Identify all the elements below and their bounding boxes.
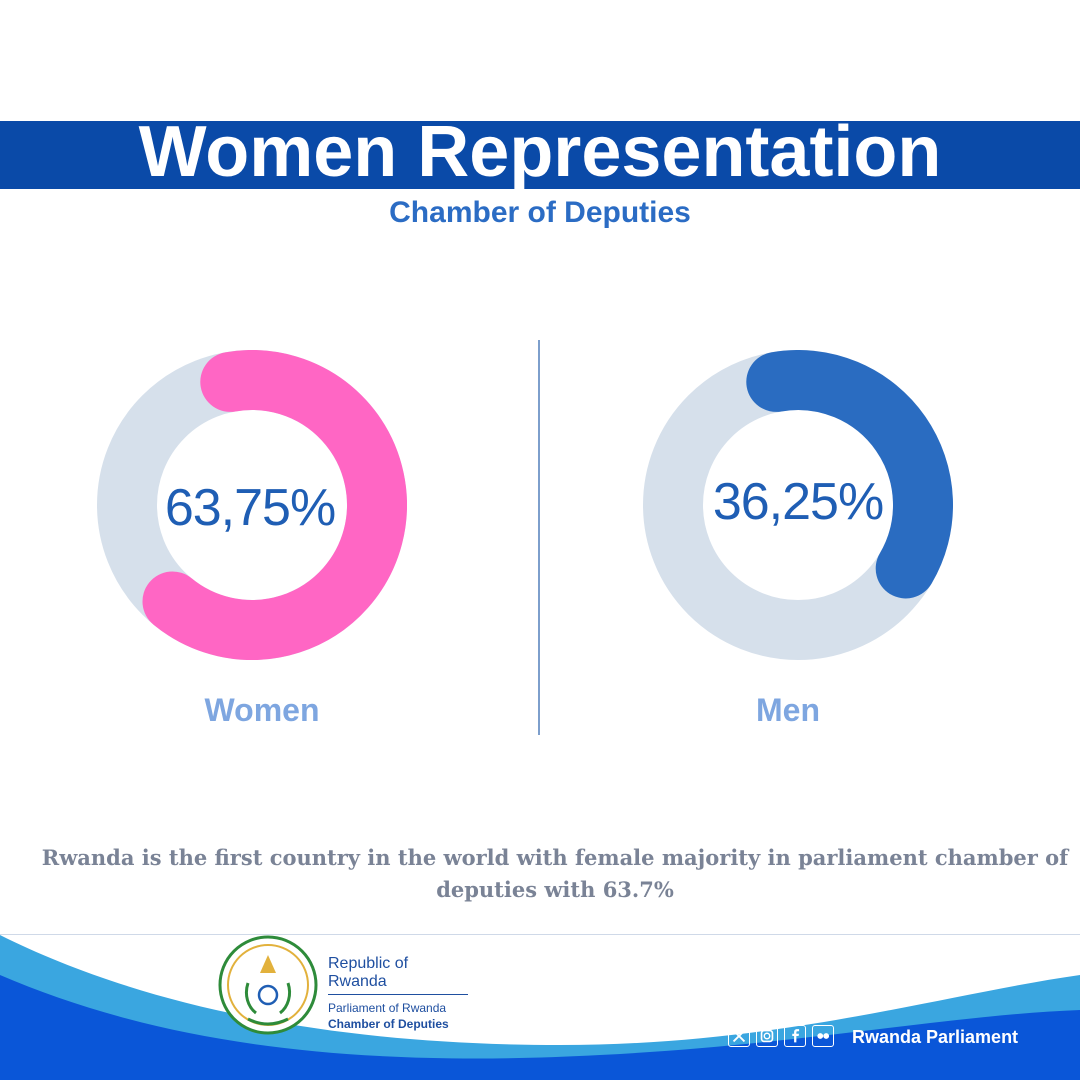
men-label: Men bbox=[756, 692, 820, 728]
social-handle: Rwanda Parliament bbox=[852, 1027, 1019, 1047]
footnote-text: Rwanda is the first country in the world… bbox=[41, 845, 1069, 902]
footer-divider bbox=[0, 934, 1080, 935]
rwanda-emblem-logo bbox=[218, 935, 318, 1035]
women-donut-chart bbox=[97, 350, 407, 660]
center-divider bbox=[538, 340, 540, 735]
women-donut-arc bbox=[142, 350, 407, 660]
men-percentage: 36,25% bbox=[712, 473, 884, 531]
org-chamber: Chamber of Deputies bbox=[328, 1017, 449, 1031]
women-percentage: 63,75% bbox=[164, 479, 336, 537]
instagram-icon[interactable] bbox=[756, 1025, 778, 1047]
page-subtitle: Chamber of Deputies bbox=[389, 196, 691, 229]
facebook-icon[interactable] bbox=[784, 1025, 806, 1047]
page-title: Women Representation bbox=[138, 112, 942, 192]
footer-wave-background bbox=[0, 935, 1080, 1080]
men-donut-chart bbox=[643, 350, 953, 660]
organization-block: Republic of Rwanda Parliament of Rwanda … bbox=[328, 955, 468, 1031]
org-parliament: Parliament of Rwanda bbox=[328, 1001, 447, 1015]
title-band bbox=[0, 121, 1080, 189]
women-label: Women bbox=[204, 692, 320, 728]
flickr-icon[interactable] bbox=[812, 1025, 834, 1047]
footer-wave-dark bbox=[0, 975, 1080, 1080]
x-icon[interactable] bbox=[728, 1025, 750, 1047]
men-donut-arc bbox=[746, 350, 953, 599]
org-republic: Republic of Rwanda bbox=[328, 955, 468, 995]
